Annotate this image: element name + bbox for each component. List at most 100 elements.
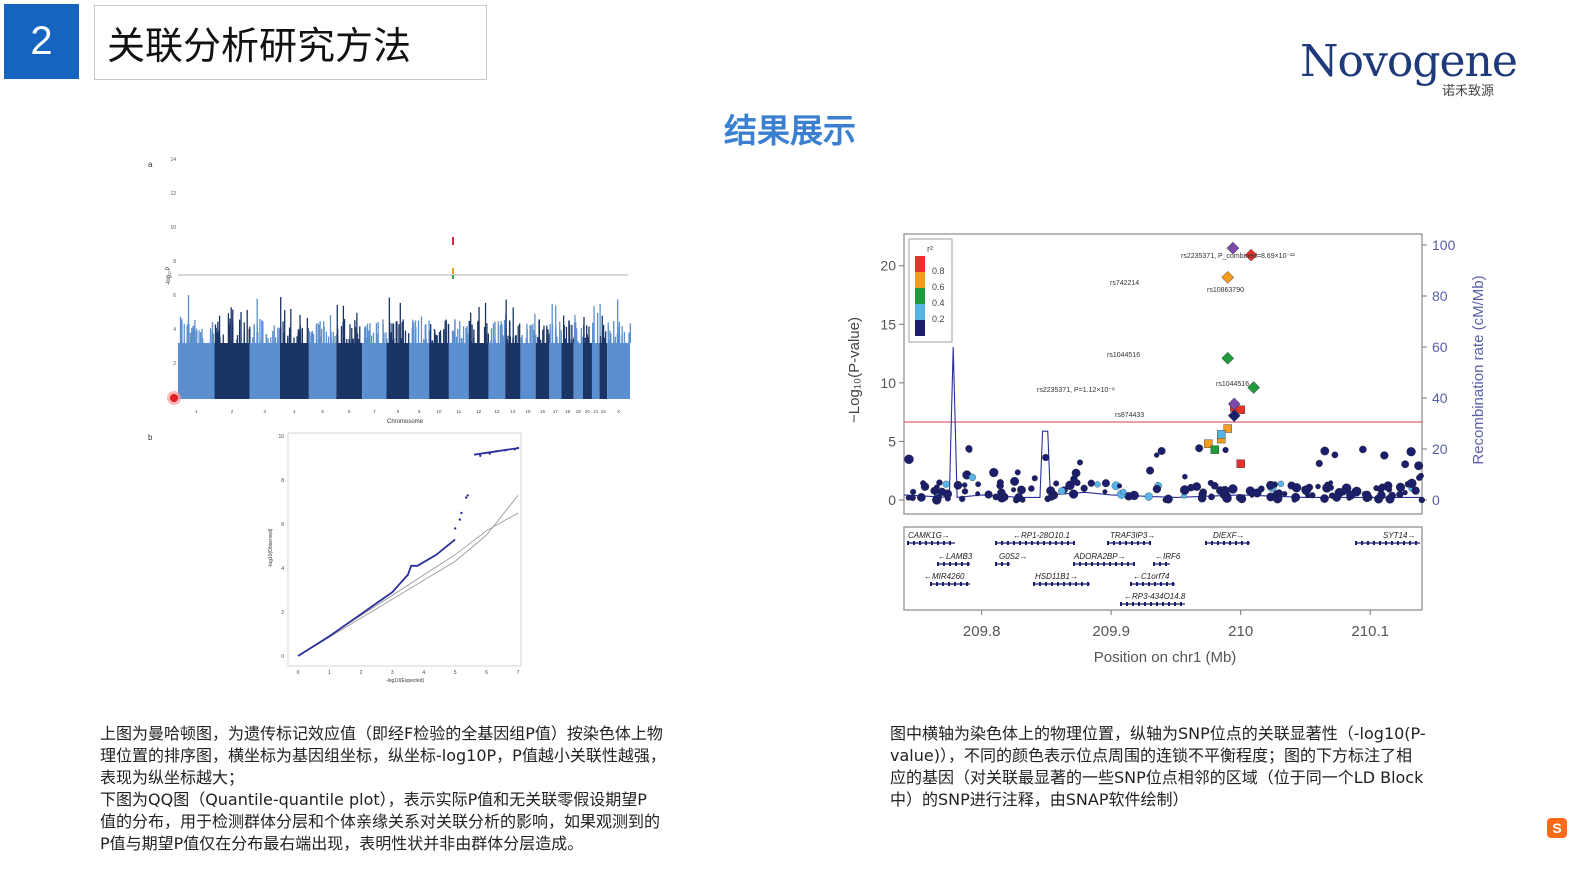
snp-square xyxy=(1223,424,1232,433)
logo-wordmark: Novogene xyxy=(1300,36,1518,87)
top-snp-diamond xyxy=(1226,241,1240,255)
qq-tail-point xyxy=(464,496,468,499)
snp-point xyxy=(965,445,973,453)
manhattan-y-ticks: 2 4 6 8 10 12 14 xyxy=(170,157,176,367)
caption-line: P值与期望P值仅在分布最右端出现，表明性状并非由群体分层造成。 xyxy=(100,834,584,853)
gene-label: DIEXF→ xyxy=(1213,531,1245,540)
peak-snp-2 xyxy=(452,268,454,274)
snp-point xyxy=(1053,480,1060,487)
snp-point xyxy=(1315,483,1321,490)
chromosome-tick: 3 xyxy=(263,409,266,414)
snp-point xyxy=(1014,493,1024,502)
chromosome-tick: 17 xyxy=(553,409,559,414)
gene-label: TRAF3IP3→ xyxy=(1110,531,1155,540)
chromosome-band xyxy=(549,303,562,399)
chromosome-band xyxy=(520,313,537,399)
qq-tail-point xyxy=(458,518,462,521)
snp-point xyxy=(1222,446,1229,454)
snp-point xyxy=(1179,485,1190,495)
snp-label: rs742214 xyxy=(1110,280,1139,287)
snp-point xyxy=(1129,490,1139,501)
caption-line: 图中横轴为染色体上的物理位置，纵轴为SNP位点的关联显著性（-log10(P- xyxy=(890,724,1426,743)
snp-point xyxy=(944,495,951,502)
gene-label: HSD11B1→ xyxy=(1035,572,1078,581)
regional-association-plot: −Log₁₀(P-value) Recombination rate (cM/M… xyxy=(846,233,1487,666)
snp-point xyxy=(916,493,926,502)
manhattan-x-ticks: 1 2 3 4 5 6 7 8 9 10 11 12 13 14 15 16 17 18 19 20 21 22 X xyxy=(195,409,620,414)
ld-legend: r² 0.8 0.6 0.4 0.2 xyxy=(908,238,953,343)
snp-point xyxy=(1291,496,1298,503)
snp-point xyxy=(1396,490,1404,499)
snp-point xyxy=(1411,486,1420,495)
chromosome-tick: 4 xyxy=(293,409,296,414)
snp-point xyxy=(1028,485,1035,492)
qq-x-tick: 1 xyxy=(328,670,331,676)
snp-point xyxy=(1047,493,1056,501)
legend-swatch xyxy=(915,256,925,272)
input-method-icon[interactable]: S xyxy=(1547,818,1567,838)
snp-point xyxy=(1152,484,1162,494)
regional-x-ticks: 209.8 209.9 210 210.1 xyxy=(963,610,1389,640)
regional-y-left-ticks: 0 5 10 15 20 xyxy=(880,258,904,508)
chromosome-band xyxy=(535,319,551,399)
snp-point xyxy=(984,490,993,499)
snp-point xyxy=(1339,487,1348,496)
caption-line: value)），不同的颜色表示位点周围的连锁不平衡程度；图的下方标注了相 xyxy=(890,746,1412,765)
gene-label: ←IRF6 xyxy=(1155,552,1181,561)
qq-expected-line xyxy=(297,495,519,657)
qq-y-tick: 8 xyxy=(281,478,284,484)
qq-x-tick: 6 xyxy=(485,670,488,676)
legend-label: 0.4 xyxy=(932,298,945,308)
chromosome-tick: 22 xyxy=(601,409,607,414)
manhattan-y-tick: 8 xyxy=(173,259,176,265)
peak-top-snp xyxy=(452,237,454,245)
chromosome-tick: 13 xyxy=(494,409,500,414)
snp-point xyxy=(1373,485,1380,492)
snp-point xyxy=(968,473,977,482)
snp-point xyxy=(1401,460,1410,469)
novogene-logo: Novogene 诺禾致源 xyxy=(1300,36,1518,100)
qq-tail-point xyxy=(453,527,457,530)
manhattan-y-tick: 4 xyxy=(173,327,176,333)
snp-point xyxy=(1281,491,1288,497)
gene-label: CAMK1G→ xyxy=(908,531,950,540)
snp-point xyxy=(1144,492,1153,501)
legend-label: 0.6 xyxy=(932,282,945,292)
snp-point xyxy=(1199,490,1206,497)
snp-point xyxy=(1398,484,1405,492)
qq-tail-point xyxy=(466,494,469,497)
chromosome-band xyxy=(429,319,450,399)
snp-diamond xyxy=(1244,248,1258,262)
manhattan-y-title: -log₁₀P xyxy=(166,266,172,285)
peak-snp-3 xyxy=(452,275,454,279)
snp-point xyxy=(1275,493,1283,500)
y-left-tick: 10 xyxy=(880,375,896,391)
snp-point xyxy=(1228,484,1238,494)
slide-title-text: 关联分析研究方法 xyxy=(107,24,412,68)
chromosome-tick: 20 xyxy=(585,409,591,414)
qq-x-tick: 7 xyxy=(517,670,520,676)
snp-point xyxy=(975,481,982,488)
snp-square xyxy=(1217,430,1226,439)
chromosome-band xyxy=(582,316,592,399)
chromosome-tick: 21 xyxy=(593,409,599,414)
chromosome-band xyxy=(573,314,584,399)
chromosome-tick: 15 xyxy=(526,409,532,414)
gene-label: ←RP1-28O10.1 xyxy=(1013,531,1070,540)
snp-point xyxy=(1414,461,1424,471)
snp-point xyxy=(1324,481,1330,487)
snp-point xyxy=(961,482,968,488)
y-left-tick: 15 xyxy=(880,316,896,332)
snp-point xyxy=(1068,489,1079,499)
chromosome-tick: 12 xyxy=(476,409,482,414)
legend-label: 0.8 xyxy=(932,266,945,276)
y-left-tick: 0 xyxy=(888,492,896,508)
chromosome-tick: 6 xyxy=(348,409,351,414)
snp-point xyxy=(1120,488,1127,495)
caption-line: 上图为曼哈顿图，为遗传标记效应值（即经F检验的全基因组P值）按染色体上物 xyxy=(100,724,663,743)
snp-point xyxy=(1331,451,1339,459)
gene-label: G0S2→ xyxy=(999,552,1027,561)
snp-point xyxy=(1065,480,1075,490)
gene-label: ADORA2BP→ xyxy=(1073,552,1126,561)
snp-point xyxy=(1418,496,1425,504)
